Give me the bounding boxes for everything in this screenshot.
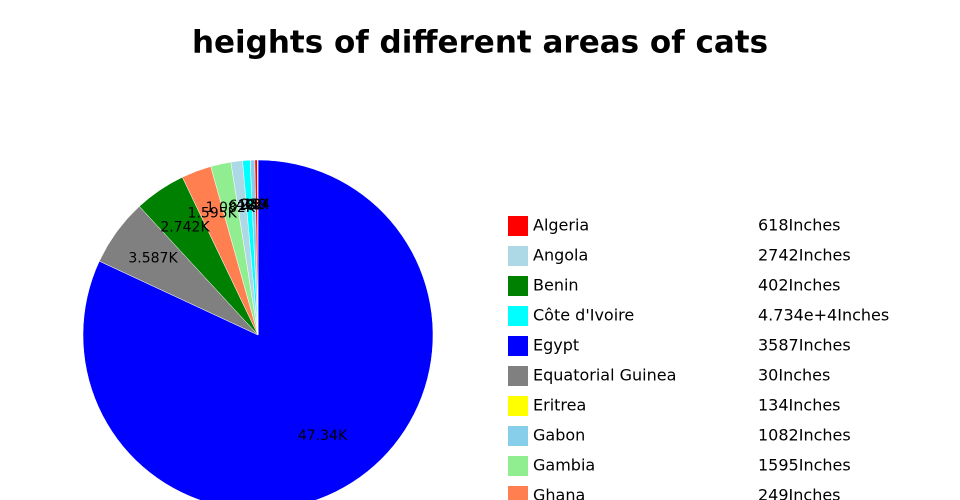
legend-swatch — [508, 396, 528, 416]
legend-label: Benin — [533, 276, 579, 295]
chart-title: heights of different areas of cats — [192, 25, 768, 61]
legend-swatch — [508, 246, 528, 266]
slice-label: 618 — [229, 198, 256, 214]
legend-swatch — [508, 276, 528, 296]
slice-label: 1.595K — [188, 205, 238, 221]
legend-label: Gabon — [533, 426, 585, 445]
legend-value: 2742Inches — [758, 246, 851, 265]
pie-slice — [257, 159, 259, 336]
legend-label: Eritrea — [533, 396, 586, 415]
legend-value: 618Inches — [758, 216, 841, 235]
slice-label: 134 — [243, 197, 270, 213]
legend-swatch — [508, 336, 528, 356]
legend-value: 402Inches — [758, 276, 841, 295]
slice-label: 402 — [236, 197, 263, 213]
legend-label: Ghana — [533, 486, 585, 500]
legend-value: 3587Inches — [758, 336, 851, 355]
legend-value: 134Inches — [758, 396, 841, 415]
slice-label: 3.587K — [128, 250, 178, 266]
slice-label: 1.082K — [206, 200, 256, 216]
legend-label: Gambia — [533, 456, 595, 475]
slice-label: 47.34K — [298, 428, 348, 444]
legend-swatch — [508, 456, 528, 476]
legend-swatch — [508, 486, 528, 500]
legend-value: 4.734e+4Inches — [758, 306, 889, 325]
legend-value: 1595Inches — [758, 456, 851, 475]
legend-label: Angola — [533, 246, 588, 265]
slice-label: 2.742K — [160, 219, 210, 235]
legend-label: Egypt — [533, 336, 579, 355]
legend-swatch — [508, 366, 528, 386]
legend-value: 1082Inches — [758, 426, 851, 445]
legend-label: Algeria — [533, 216, 589, 235]
legend-value: 30Inches — [758, 366, 830, 385]
legend-label: Equatorial Guinea — [533, 366, 676, 385]
legend-swatch — [508, 216, 528, 236]
legend-label: Côte d'Ivoire — [533, 306, 634, 325]
slice-labels: 47.34K 3.587K 2.742K1.595K1.082K6184022491… — [128, 197, 348, 444]
slice-label: 249 — [241, 197, 268, 213]
legend-swatch — [508, 306, 528, 326]
legend-value: 249Inches — [758, 486, 841, 500]
pie — [82, 159, 434, 500]
slice-label: 30 — [249, 197, 267, 213]
legend: Algeria 618Inches Angola 2742Inches Benin 402… — [508, 216, 889, 500]
legend-swatch — [508, 426, 528, 446]
